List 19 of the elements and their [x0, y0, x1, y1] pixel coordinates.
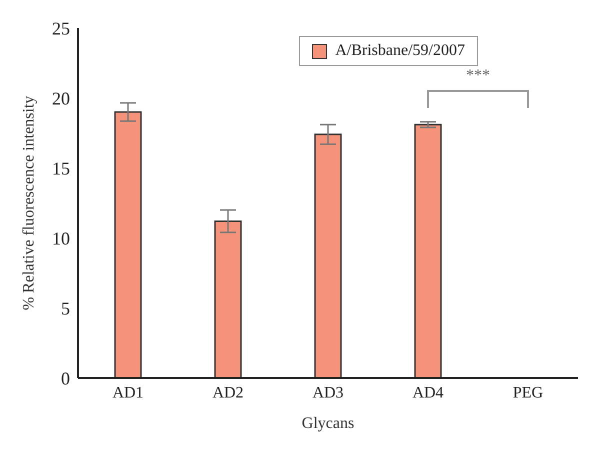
- y-tick-label: 20: [52, 88, 70, 108]
- y-tick-label: 5: [61, 298, 70, 318]
- x-tick-label: AD4: [412, 384, 444, 402]
- y-tick-label: 0: [61, 368, 70, 388]
- x-tick-label: AD2: [212, 384, 244, 402]
- x-tick-label: AD3: [312, 384, 344, 402]
- y-tick-label: 10: [52, 228, 70, 248]
- legend-label: A/Brisbane/59/2007: [335, 42, 465, 60]
- y-tick-label: 25: [52, 18, 70, 38]
- x-axis-title: Glycans: [302, 415, 354, 432]
- x-tick-label: AD1: [112, 384, 144, 402]
- bar: [314, 134, 342, 378]
- annotation: ***: [465, 67, 491, 85]
- bar: [214, 220, 242, 378]
- x-tick-label: PEG: [512, 384, 544, 402]
- y-axis-title: % Relative fluorescence intensity: [20, 96, 38, 310]
- bar: [114, 111, 142, 378]
- y-tick-label: 15: [52, 158, 70, 178]
- bar: [414, 124, 442, 378]
